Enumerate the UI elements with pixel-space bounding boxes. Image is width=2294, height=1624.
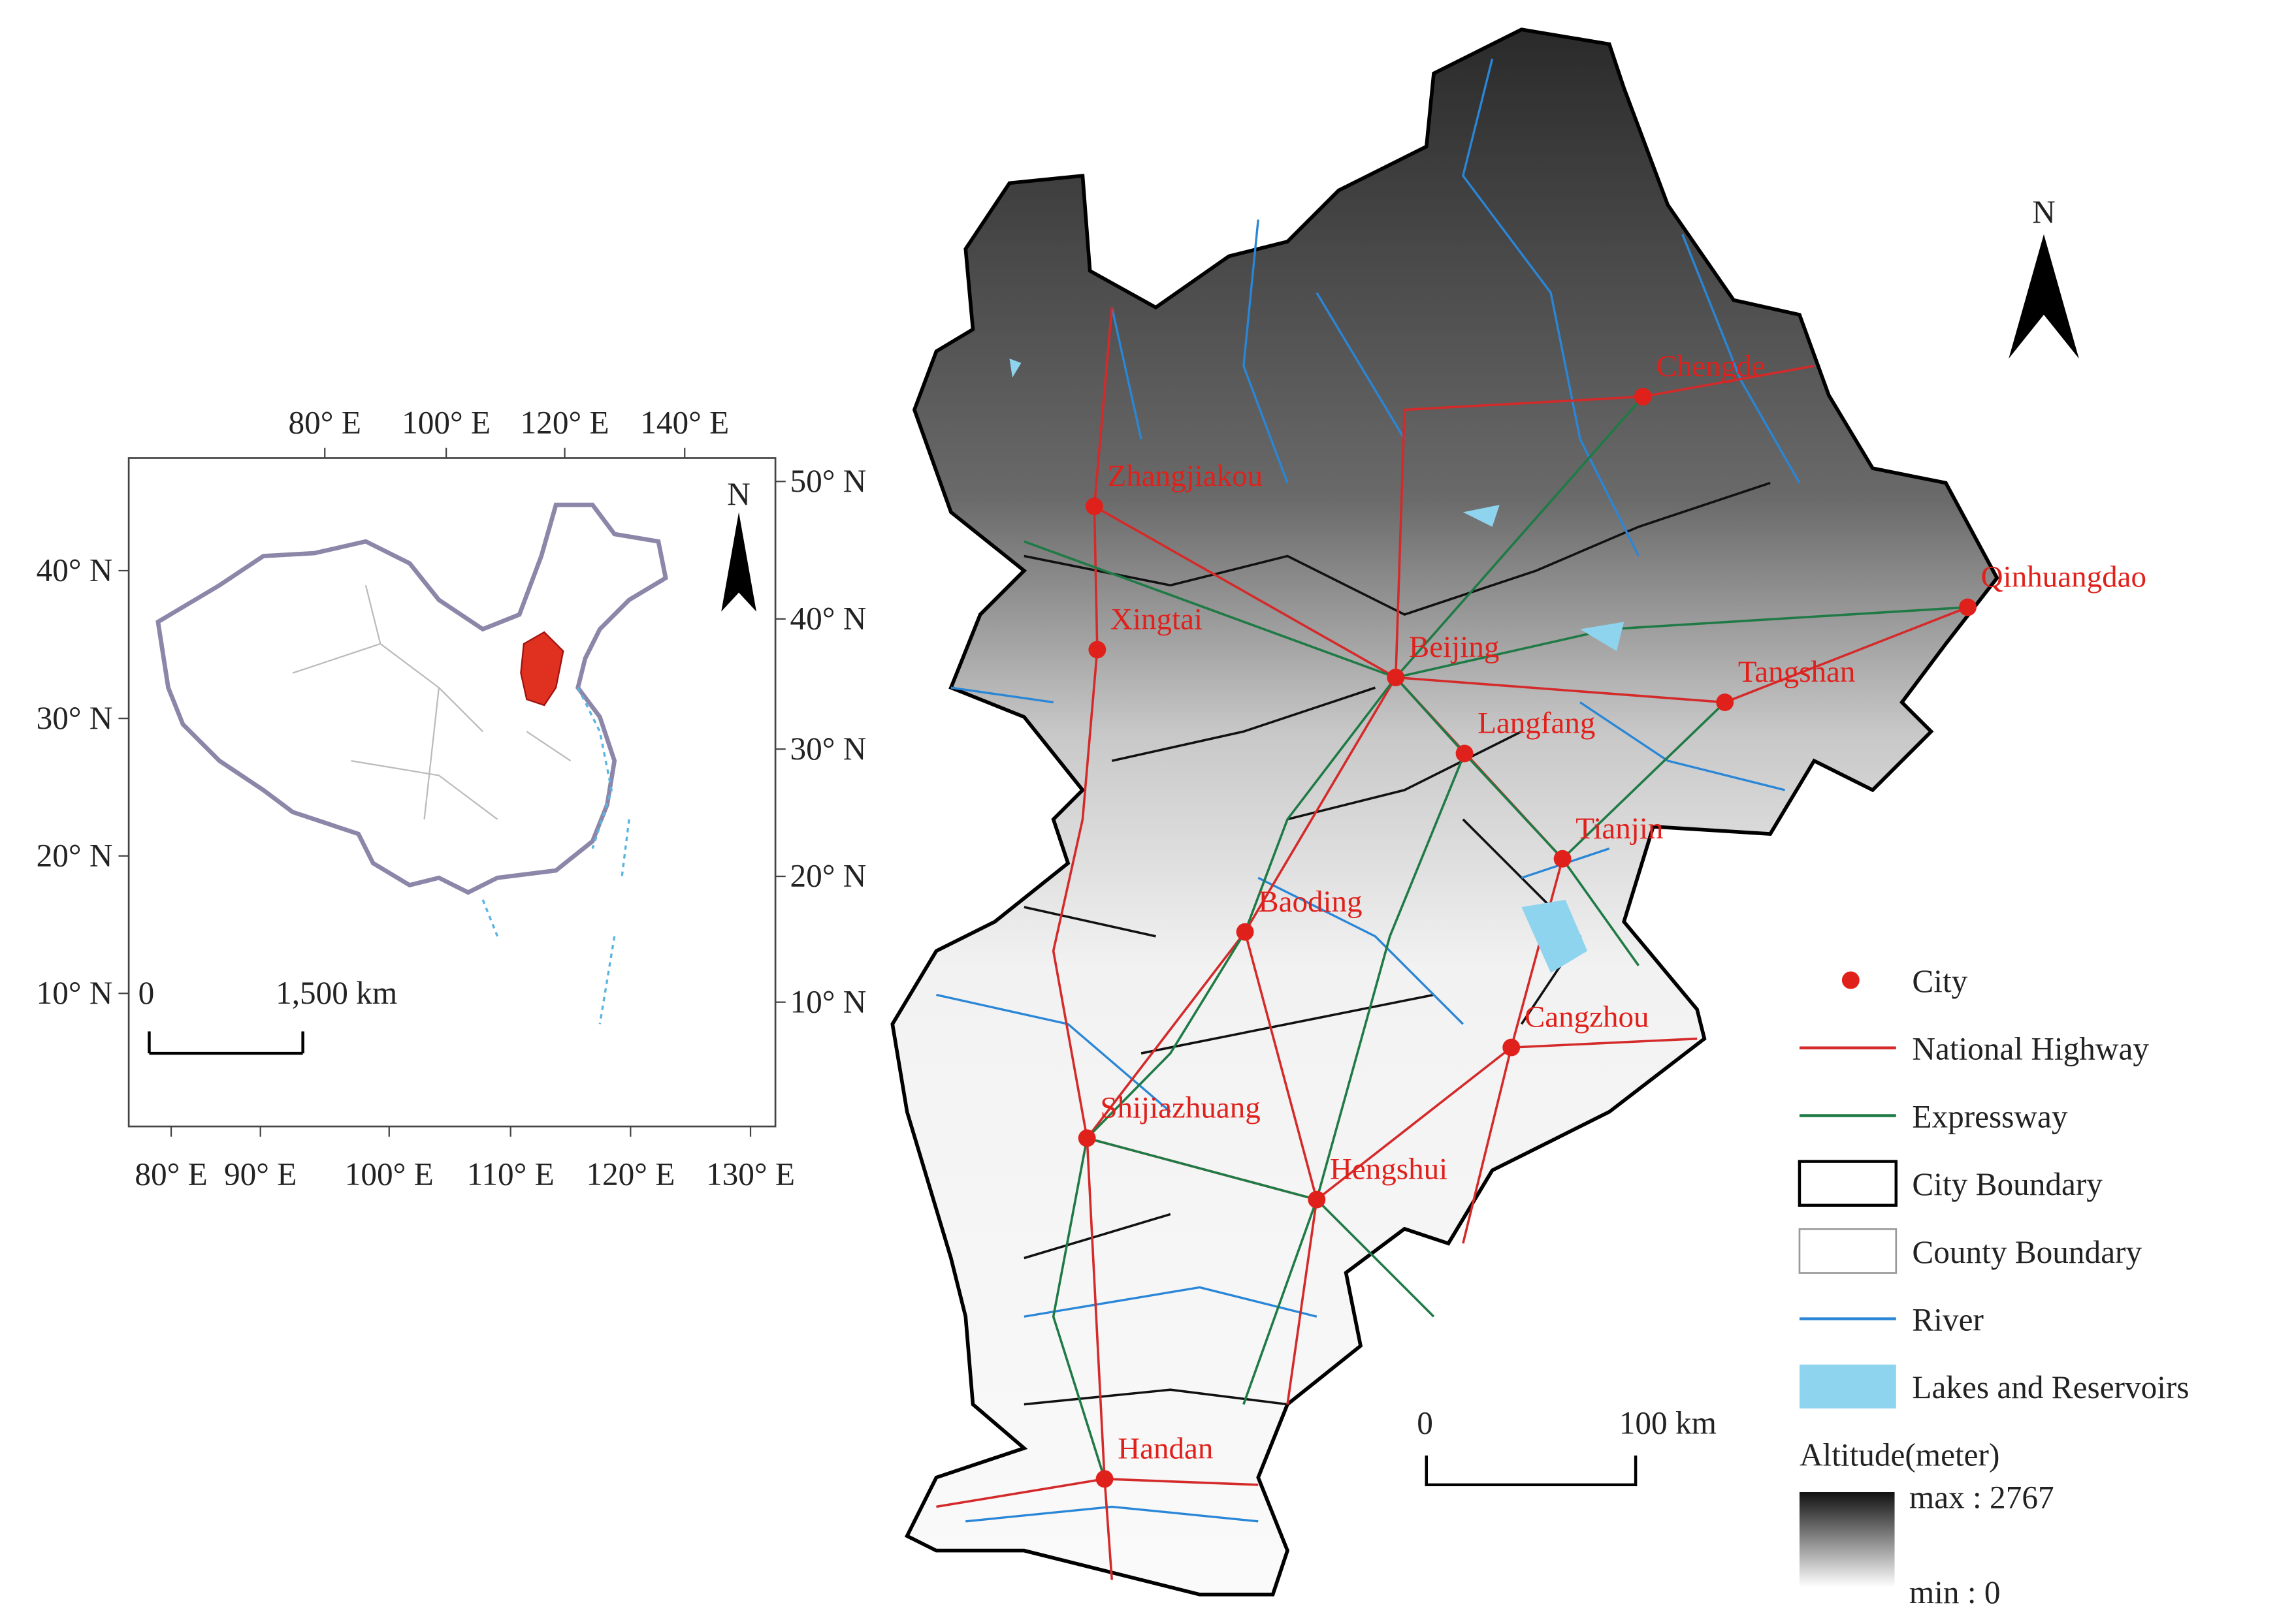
city-label: Beijing xyxy=(1409,630,1499,664)
inset-north-label: N xyxy=(727,476,751,512)
city-marker xyxy=(1085,497,1103,515)
legend-label: Lakes and Reservoirs xyxy=(1912,1369,2189,1405)
city-label: Tianjin xyxy=(1575,812,1663,846)
city-marker xyxy=(1095,1470,1114,1488)
city-boundaries xyxy=(1024,481,1771,1406)
inset-top-tick-label: 80° E xyxy=(289,404,361,440)
inset-right-tick-label: 10° N xyxy=(790,983,866,1019)
inset-bottom-tick-label: 80° E xyxy=(135,1156,207,1192)
legend-label: County Boundary xyxy=(1912,1234,2142,1270)
inset-bottom-tick-label: 130° E xyxy=(706,1156,795,1192)
hebei-highlight xyxy=(520,631,564,707)
altitude-title: Altitude(meter) xyxy=(1800,1437,1999,1473)
inset-north-arrow xyxy=(721,512,756,612)
rivers xyxy=(936,58,1801,1523)
legend-label: City xyxy=(1912,963,1967,999)
inset-bottom-tick-label: 100° E xyxy=(345,1156,434,1192)
scale-end: 100 km xyxy=(1619,1405,1717,1441)
north-arrow xyxy=(2009,234,2079,359)
city-label: Xingtai xyxy=(1110,603,1203,637)
inset-right-tick-label: 50° N xyxy=(790,463,866,499)
region-terrain xyxy=(890,27,1999,1597)
inset-left-tick-label: 20° N xyxy=(37,837,113,873)
city-label: Chengde xyxy=(1656,349,1765,383)
coastline xyxy=(481,687,630,1025)
province-lines xyxy=(292,585,572,820)
city-label: Zhangjiakou xyxy=(1108,459,1263,493)
city-label: Shijiazhuang xyxy=(1100,1091,1260,1125)
inset-top-tick-label: 140° E xyxy=(640,404,729,440)
inset-top-tick-label: 100° E xyxy=(402,404,491,440)
inset-bottom-tick-label: 120° E xyxy=(586,1156,675,1192)
city-marker xyxy=(1634,387,1652,406)
inset-scale-start: 0 xyxy=(138,975,155,1011)
city-marker xyxy=(1078,1129,1096,1147)
legend-symbol xyxy=(1841,971,1860,989)
city-label: Handan xyxy=(1118,1431,1213,1465)
city-marker xyxy=(1236,923,1254,941)
inset-left-tick-label: 40° N xyxy=(37,552,113,588)
city-label: Langfang xyxy=(1478,707,1595,740)
inset-right-tick-label: 30° N xyxy=(790,731,866,767)
city-label: Tangshan xyxy=(1738,655,1856,689)
altitude-ramp xyxy=(1799,1492,1895,1587)
inset-left-tick-label: 10° N xyxy=(37,975,113,1011)
city-marker xyxy=(1455,744,1474,763)
city-marker xyxy=(1553,850,1572,868)
city-marker xyxy=(1088,641,1107,659)
inset-right-tick-label: 40° N xyxy=(790,601,866,637)
city-label: Hengshui xyxy=(1330,1153,1447,1186)
scale-start: 0 xyxy=(1417,1405,1433,1441)
scale-bar xyxy=(1425,1456,1638,1487)
legend-label: National Highway xyxy=(1912,1031,2149,1067)
legend-label: River xyxy=(1912,1302,1983,1338)
inset-bottom-tick-label: 110° E xyxy=(467,1156,555,1192)
city-marker xyxy=(1502,1038,1521,1057)
city-marker xyxy=(1959,598,1977,616)
inset-scale-end: 1,500 km xyxy=(276,975,397,1011)
legend-label: Expressway xyxy=(1912,1098,2067,1134)
legend: City National Highway Expressway City Bound… xyxy=(1798,963,2189,1409)
city-label: Qinhuangdao xyxy=(1981,560,2146,594)
altitude-max: max : 2767 xyxy=(1909,1480,2054,1516)
china-outline xyxy=(155,502,668,895)
inset-bottom-tick-label: 90° E xyxy=(224,1156,297,1192)
lakes xyxy=(1009,358,1624,973)
city-marker xyxy=(1308,1190,1326,1209)
inset-left-tick-label: 30° N xyxy=(37,700,113,736)
city-label: Cangzhou xyxy=(1525,1000,1649,1034)
north-label: N xyxy=(2032,194,2056,230)
legend-symbol xyxy=(1798,1160,1898,1207)
legend-symbol xyxy=(1799,1364,1896,1409)
inset-right-tick-label: 20° N xyxy=(790,858,866,894)
city-marker xyxy=(1387,669,1405,686)
legend-symbol xyxy=(1798,1228,1898,1274)
city-label: Baoding xyxy=(1258,885,1362,919)
altitude-min: min : 0 xyxy=(1909,1574,2001,1610)
city-marker xyxy=(1716,693,1734,711)
legend-label: City Boundary xyxy=(1912,1166,2103,1202)
inset-top-tick-label: 120° E xyxy=(521,404,609,440)
